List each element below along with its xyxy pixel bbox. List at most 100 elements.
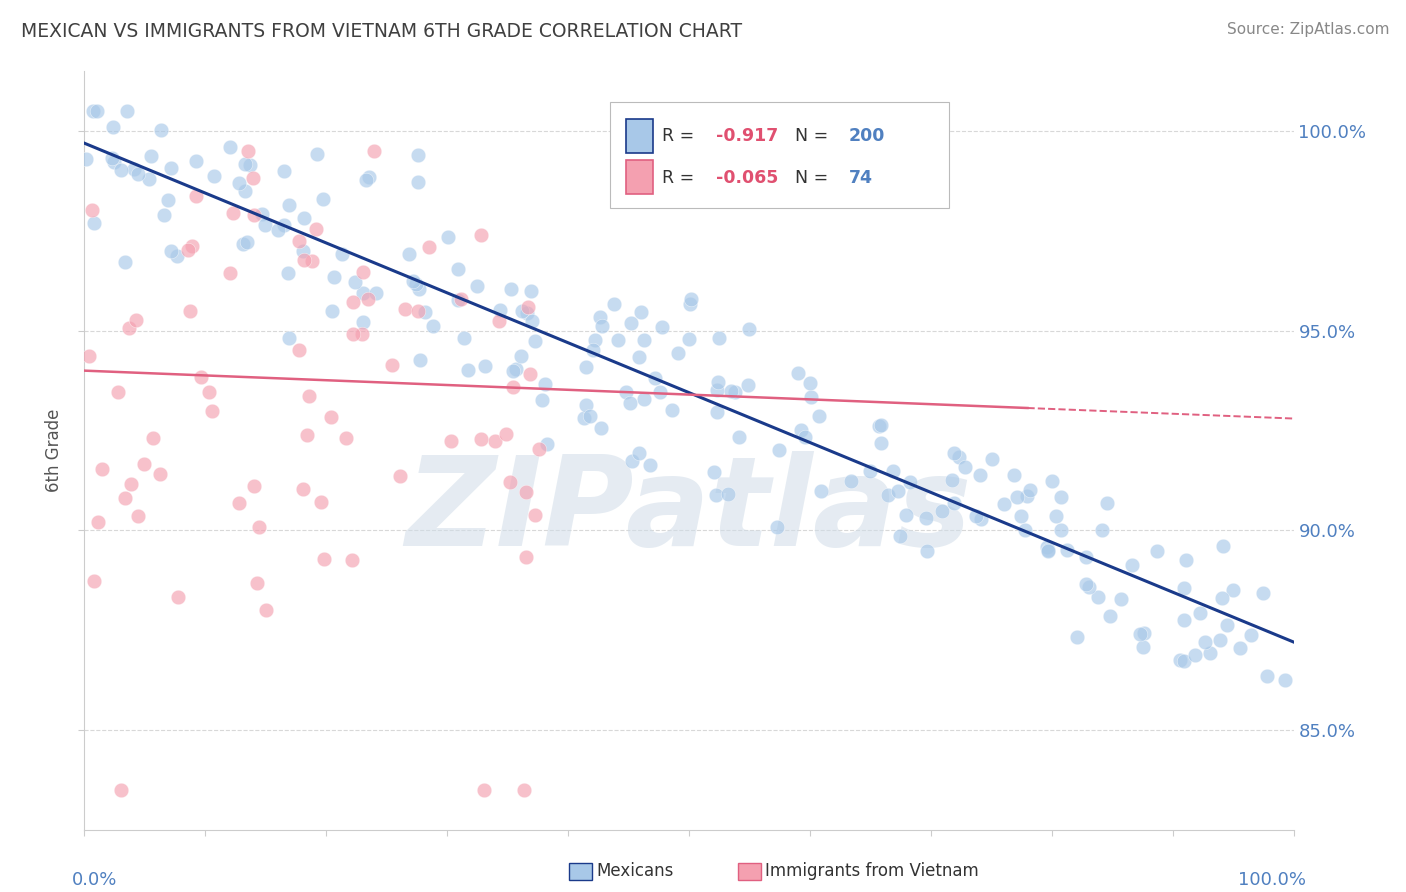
Point (413, 305, 436, 319)
Point (1095, 496, 1118, 510)
Point (1173, 581, 1195, 595)
Point (344, 275, 367, 289)
Point (523, 334, 546, 349)
Point (141, 149, 163, 163)
Point (298, 389, 321, 403)
Point (499, 475, 522, 489)
Point (1274, 673, 1296, 687)
Point (790, 423, 813, 437)
Point (138, 172, 160, 186)
Point (354, 173, 377, 187)
Point (661, 403, 683, 417)
Text: -0.917: -0.917 (716, 127, 778, 145)
Point (242, 171, 264, 186)
Point (965, 508, 987, 523)
Point (267, 222, 290, 236)
Point (177, 244, 200, 258)
Point (501, 282, 523, 296)
Point (495, 427, 517, 442)
Text: R =: R = (662, 127, 700, 145)
Point (342, 294, 364, 309)
Point (394, 302, 416, 317)
Point (157, 193, 180, 207)
Point (363, 144, 385, 158)
Point (1077, 580, 1099, 594)
Point (572, 411, 595, 425)
Point (515, 550, 537, 565)
Point (703, 465, 725, 479)
Point (941, 473, 963, 487)
Point (278, 331, 301, 345)
Point (254, 218, 277, 232)
Point (808, 409, 831, 423)
Point (91, 461, 114, 475)
Point (239, 158, 262, 172)
Point (450, 292, 472, 306)
Point (381, 358, 404, 372)
Point (453, 331, 475, 345)
Point (488, 302, 510, 317)
Point (254, 603, 277, 617)
Point (291, 244, 314, 258)
Text: 0.0%: 0.0% (72, 871, 118, 889)
Point (180, 239, 202, 253)
Point (314, 552, 336, 566)
Point (114, 254, 136, 268)
Point (236, 235, 259, 249)
Point (1050, 490, 1073, 504)
Point (738, 322, 761, 336)
Point (502, 364, 524, 378)
Point (706, 405, 728, 419)
Point (350, 327, 373, 342)
Point (297, 428, 319, 442)
Point (228, 176, 250, 190)
Point (312, 192, 335, 206)
Point (292, 253, 315, 268)
Point (720, 384, 742, 399)
Point (768, 443, 790, 458)
Point (1099, 609, 1122, 624)
Point (352, 265, 374, 279)
Point (488, 313, 510, 327)
Point (717, 486, 740, 500)
Point (886, 484, 908, 499)
Point (127, 167, 149, 181)
Point (1010, 509, 1032, 524)
Point (1132, 640, 1154, 654)
Point (515, 484, 537, 499)
Point (603, 297, 626, 311)
Point (422, 319, 444, 334)
Point (953, 460, 976, 475)
Point (292, 482, 315, 496)
Point (915, 543, 938, 558)
Point (277, 266, 299, 280)
Point (232, 237, 254, 252)
Point (519, 367, 541, 381)
Point (530, 392, 553, 407)
Point (633, 392, 655, 406)
Point (630, 305, 652, 319)
Point (440, 434, 463, 449)
Point (202, 169, 225, 184)
Point (366, 286, 388, 301)
Point (160, 244, 183, 258)
Point (153, 208, 176, 222)
Point (408, 147, 430, 161)
Point (799, 390, 821, 404)
Point (1173, 613, 1195, 627)
Point (436, 230, 458, 244)
Point (222, 206, 245, 220)
Point (110, 782, 132, 797)
Point (342, 326, 364, 341)
Point (1017, 489, 1039, 503)
Point (889, 529, 911, 543)
Point (1074, 550, 1097, 565)
Point (184, 188, 207, 202)
Point (1211, 591, 1233, 605)
Point (408, 353, 430, 368)
Point (1212, 539, 1234, 553)
Point (648, 384, 671, 399)
Point (132, 457, 155, 471)
Point (246, 575, 269, 590)
Point (980, 452, 1002, 467)
